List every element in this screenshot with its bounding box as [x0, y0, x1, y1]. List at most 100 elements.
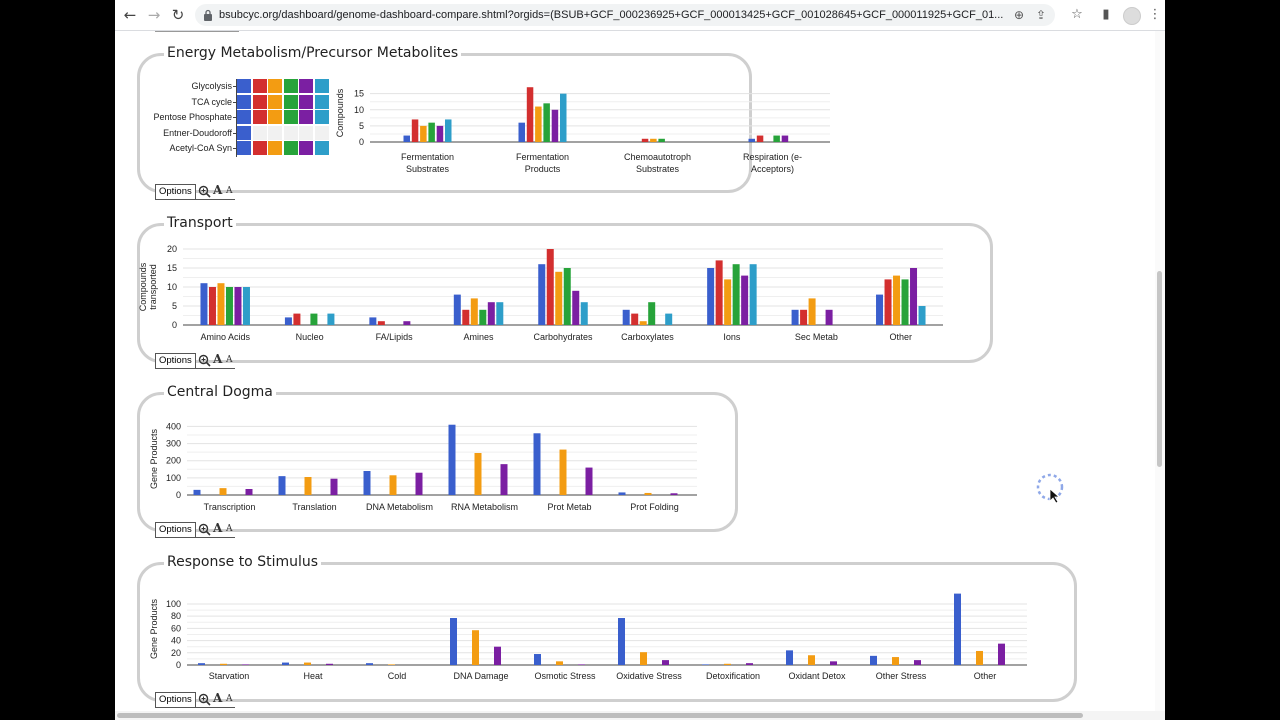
bar[interactable] [559, 449, 567, 495]
bar[interactable] [786, 650, 793, 665]
bar[interactable] [702, 664, 709, 665]
bar[interactable] [369, 317, 377, 325]
pathway-cell[interactable] [314, 141, 329, 155]
bar[interactable] [648, 302, 656, 325]
pathway-cell[interactable] [299, 79, 313, 93]
bar[interactable] [556, 661, 563, 665]
bar[interactable] [808, 655, 815, 665]
font-decrease-button[interactable]: A [226, 694, 233, 704]
profile-avatar[interactable] [1123, 7, 1141, 25]
bar[interactable] [748, 138, 756, 142]
pathway-cell[interactable] [299, 110, 313, 124]
bar[interactable] [732, 264, 740, 325]
bar[interactable] [245, 489, 253, 495]
pathway-cell[interactable] [237, 110, 251, 124]
bar[interactable] [479, 309, 487, 325]
bar[interactable] [825, 309, 833, 325]
pathway-cell[interactable] [237, 94, 251, 109]
bar[interactable] [220, 663, 227, 665]
bar[interactable] [884, 279, 892, 325]
pathway-cell[interactable] [252, 141, 267, 155]
url-text[interactable]: bsubcyc.org/dashboard/genome-dashboard-c… [219, 9, 1004, 21]
bar[interactable] [217, 283, 225, 325]
pathway-cell[interactable] [283, 94, 298, 109]
bar[interactable] [448, 424, 456, 495]
bar[interactable] [242, 664, 249, 665]
bar[interactable] [462, 309, 470, 325]
bar[interactable] [363, 471, 371, 495]
pathway-cell[interactable] [314, 125, 329, 140]
bar[interactable] [578, 664, 585, 665]
bar[interactable] [526, 87, 534, 142]
bar[interactable] [366, 663, 373, 665]
bar[interactable] [808, 298, 816, 325]
bar[interactable] [330, 478, 338, 495]
pathway-cell[interactable] [314, 94, 329, 109]
bar[interactable] [535, 106, 542, 142]
bar[interactable] [665, 313, 673, 325]
font-decrease-button[interactable]: A [226, 355, 233, 365]
bar[interactable] [640, 652, 647, 665]
pathway-cell[interactable] [252, 79, 267, 93]
bar[interactable] [415, 472, 423, 495]
horizontal-scrollbar-thumb[interactable] [117, 713, 1083, 718]
bar[interactable] [436, 125, 444, 142]
bar[interactable] [304, 662, 311, 665]
bar[interactable] [560, 93, 567, 142]
pathway-cell[interactable] [252, 110, 267, 124]
horizontal-scrollbar[interactable] [115, 711, 1165, 720]
font-decrease-button[interactable]: A [226, 524, 233, 534]
bar[interactable] [585, 467, 593, 495]
address-bar[interactable]: bsubcyc.org/dashboard/genome-dashboard-c… [195, 4, 1055, 26]
bar[interactable] [200, 283, 208, 325]
bar[interactable] [555, 271, 563, 325]
bar[interactable] [420, 125, 427, 142]
pathway-cell[interactable] [252, 125, 267, 140]
font-increase-button[interactable]: A [213, 691, 223, 705]
pathway-cell[interactable] [283, 125, 298, 140]
bar[interactable] [644, 492, 652, 495]
reload-icon[interactable]: ↻ [171, 6, 185, 24]
bar[interactable] [800, 309, 808, 325]
zoom-in-icon[interactable] [198, 185, 211, 198]
pathway-cell[interactable] [299, 94, 313, 109]
bar[interactable] [428, 122, 435, 142]
bar[interactable] [976, 650, 983, 665]
pathway-cell[interactable] [237, 125, 251, 140]
bar[interactable] [618, 618, 625, 665]
pathway-cell[interactable] [237, 79, 251, 93]
bar[interactable] [538, 264, 546, 325]
bar[interactable] [242, 287, 250, 325]
zoom-in-icon[interactable] [198, 693, 211, 706]
bar[interactable] [470, 298, 478, 325]
font-increase-button[interactable]: A [213, 183, 223, 197]
bar[interactable] [225, 287, 233, 325]
menu-icon[interactable]: ⋮ [1148, 7, 1162, 22]
bar[interactable] [741, 275, 749, 325]
bar[interactable] [496, 302, 504, 325]
bar[interactable] [650, 138, 657, 142]
pathway-cell[interactable] [314, 79, 329, 93]
font-decrease-button[interactable]: A [226, 186, 233, 196]
bar[interactable] [234, 287, 242, 325]
bar[interactable] [450, 618, 457, 665]
bar[interactable] [756, 135, 764, 142]
pathway-cell[interactable] [283, 141, 298, 155]
options-button[interactable]: Options [155, 692, 196, 708]
bar[interactable] [724, 663, 731, 665]
bar[interactable] [901, 279, 909, 325]
bar[interactable] [914, 660, 921, 665]
bar[interactable] [746, 663, 753, 665]
pathway-cell[interactable] [237, 141, 251, 155]
bar[interactable] [474, 453, 482, 495]
bar[interactable] [472, 630, 479, 665]
bar[interactable] [830, 661, 837, 665]
bar[interactable] [870, 655, 877, 665]
font-increase-button[interactable]: A [213, 352, 223, 366]
pathway-cell[interactable] [299, 125, 313, 140]
bar[interactable] [411, 119, 419, 142]
bar[interactable] [910, 268, 918, 325]
bar[interactable] [310, 313, 318, 325]
bar[interactable] [563, 268, 571, 325]
bar[interactable] [618, 492, 626, 495]
